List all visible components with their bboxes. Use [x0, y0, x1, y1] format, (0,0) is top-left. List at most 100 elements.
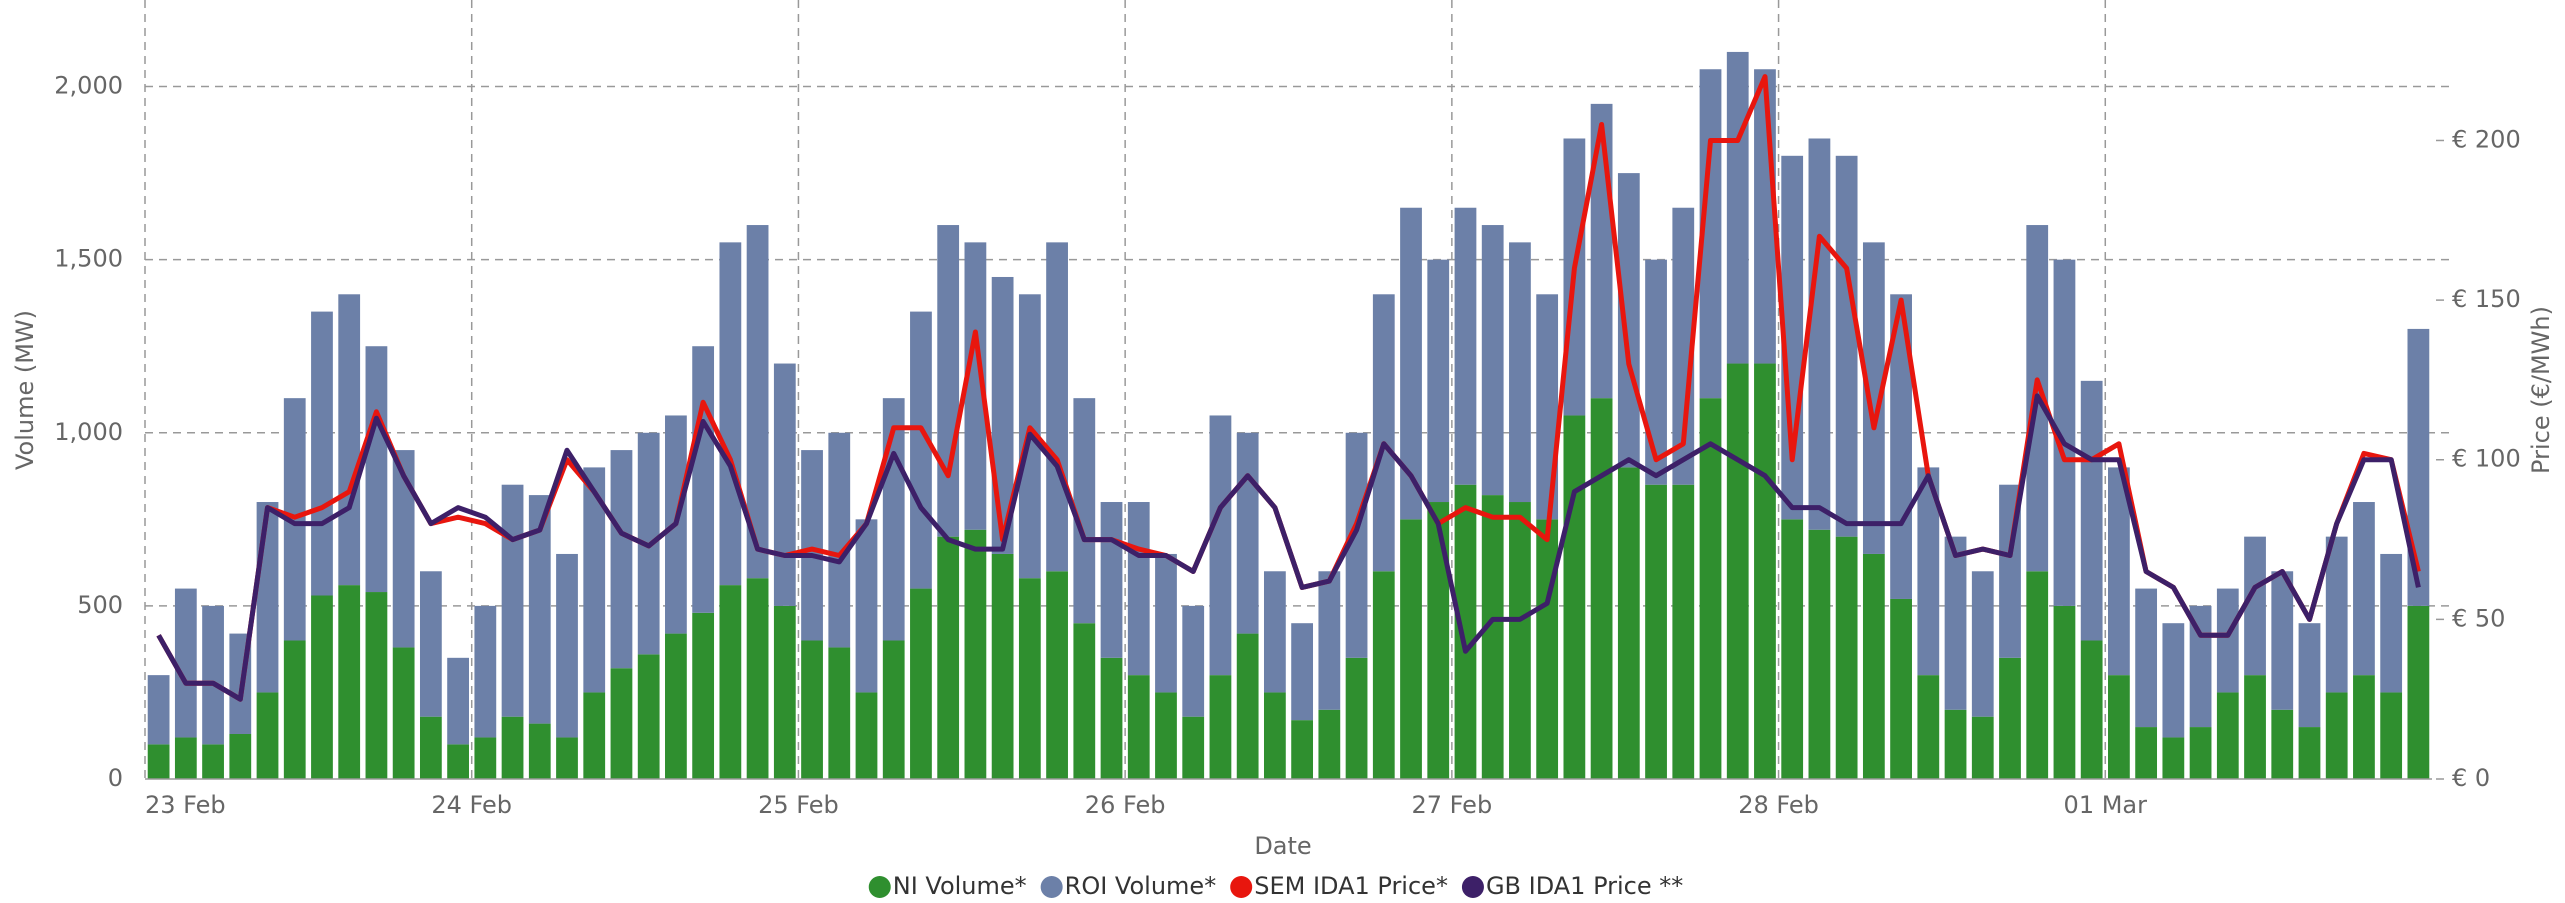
y2-tick-label: € 0 [2452, 764, 2490, 792]
y2-tick-label: € 200 [2452, 125, 2521, 153]
y-tick-label: 500 [77, 591, 123, 619]
bar [1236, 633, 1259, 779]
bar [147, 675, 170, 745]
bar [1046, 242, 1068, 572]
bar [2407, 328, 2430, 606]
bar [1971, 716, 1994, 779]
x-tick-label: 23 Feb [145, 791, 226, 819]
bar [1944, 709, 1967, 779]
bar [2026, 571, 2049, 779]
bar [1645, 259, 1667, 485]
bar [1971, 571, 1994, 717]
bar [2053, 259, 2076, 606]
bar [855, 692, 878, 779]
bar [719, 242, 742, 586]
bar [1263, 571, 1286, 693]
bar [2298, 623, 2321, 728]
bar [365, 592, 388, 779]
bar [1372, 294, 1395, 572]
bar [1345, 432, 1368, 658]
bar [1481, 225, 1504, 496]
bar [1127, 675, 1150, 779]
bar [147, 744, 170, 779]
bar [746, 578, 769, 779]
bar [2080, 640, 2103, 779]
y2-tick-label: € 150 [2452, 285, 2521, 313]
bar [2298, 727, 2321, 779]
bar [419, 571, 442, 717]
bar [1754, 363, 1776, 779]
bar [311, 311, 333, 596]
bar [2162, 623, 2185, 738]
legend-marker [868, 876, 891, 898]
bar [202, 605, 224, 745]
legend-label: ROI Volume* [1065, 872, 1217, 900]
bar [1345, 657, 1368, 779]
bar [202, 744, 224, 779]
bar [1127, 502, 1150, 676]
bar [1944, 536, 1967, 710]
bar [1073, 398, 1096, 624]
bar [910, 311, 932, 589]
bar [1372, 571, 1395, 779]
legend-label: NI Volume* [893, 872, 1027, 900]
bar [365, 346, 388, 593]
bar [1699, 398, 1722, 779]
bar [311, 595, 333, 779]
bar [855, 519, 878, 693]
bar [1617, 173, 1640, 468]
bar [474, 737, 497, 779]
bar [1263, 692, 1286, 779]
bar [1726, 51, 1749, 364]
legend-item[interactable]: SEM IDA1 Price* [1230, 872, 1448, 900]
bar [2135, 588, 2158, 728]
bar [2353, 675, 2375, 779]
bar [2189, 727, 2212, 779]
bar [2325, 536, 2348, 693]
legend-item[interactable]: GB IDA1 Price ** [1461, 872, 1683, 900]
bar [392, 450, 415, 648]
legend-marker [1461, 876, 1484, 898]
bar [1073, 623, 1096, 779]
bar [1835, 155, 1858, 537]
bar [1808, 529, 1831, 779]
bar [1699, 69, 1722, 399]
bar [1590, 103, 1613, 399]
bar [2271, 709, 2294, 779]
bar [174, 588, 197, 738]
bar [882, 640, 905, 779]
bar [910, 588, 932, 779]
bar [1808, 138, 1831, 530]
bar [583, 467, 606, 693]
lines [156, 74, 2421, 702]
bar [1236, 432, 1259, 634]
bar [719, 585, 742, 779]
legend-label: SEM IDA1 Price* [1254, 872, 1448, 900]
bar [2353, 502, 2375, 676]
bar [1509, 242, 1531, 503]
x-tick-label: 27 Feb [1412, 791, 1493, 819]
legend-item[interactable]: ROI Volume* [1040, 872, 1217, 900]
y2-tick-label: € 50 [2452, 604, 2505, 632]
bar [2162, 737, 2185, 779]
y-tick-label: 2,000 [54, 72, 123, 100]
bar [937, 536, 960, 779]
bar [419, 716, 442, 779]
bar [637, 654, 660, 779]
bar [1509, 502, 1531, 779]
x-tick-label: 24 Feb [431, 791, 512, 819]
legend-marker [1230, 876, 1253, 898]
bar [1672, 484, 1695, 779]
legend: NI Volume* ROI Volume* SEM IDA1 Price* GB I… [868, 872, 1683, 900]
bar [692, 346, 715, 613]
bar [1400, 519, 1422, 779]
bar [1209, 675, 1232, 779]
bar [1291, 720, 1314, 779]
y-tick-label: 1,000 [54, 418, 123, 446]
bar [2216, 692, 2239, 779]
bar [1155, 553, 1177, 693]
bar [501, 484, 524, 717]
legend-item[interactable]: NI Volume* [868, 872, 1027, 900]
bar [801, 640, 823, 779]
